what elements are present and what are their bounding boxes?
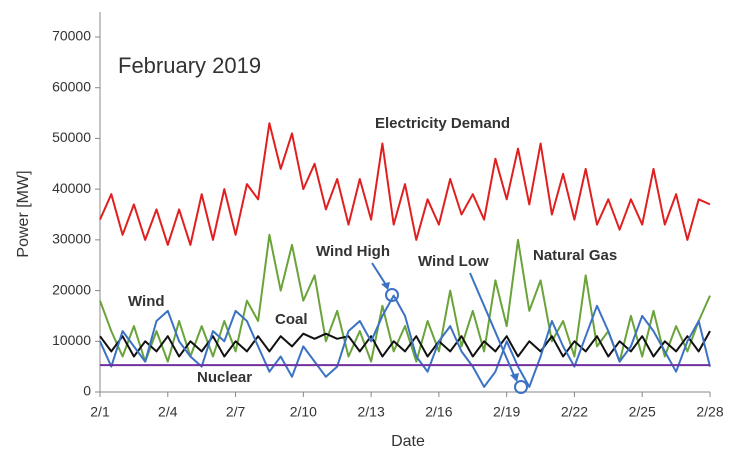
series-label: Nuclear [197,369,252,386]
x-tick-label: 2/4 [158,404,178,420]
x-tick-label: 2/13 [357,404,384,420]
annotation: February 2019 [118,53,261,78]
series-label: Wind [128,293,165,310]
series-label: Coal [275,311,308,328]
y-tick-label: 60000 [52,78,91,94]
y-tick-label: 70000 [52,28,91,44]
highlight-circle [385,288,399,302]
highlight-circle [514,380,528,394]
arrow-head [381,282,390,290]
arrow-head [510,373,519,382]
x-tick-label: 2/19 [493,404,520,420]
x-tick-label: 2/16 [425,404,452,420]
y-tick-label: 50000 [52,129,91,145]
series-line [99,330,711,358]
y-tick-label: 10000 [52,332,91,348]
annotation: Wind High [316,243,390,260]
x-tick-label: 2/22 [561,404,588,420]
x-tick-label: 2/28 [696,404,723,420]
x-axis-label: Date [391,433,425,450]
x-tick-label: 2/7 [226,404,246,420]
x-tick-label: 2/10 [290,404,317,420]
y-tick-label: 40000 [52,180,91,196]
y-axis-label: Power [MW] [15,170,32,257]
series-line [99,294,711,388]
y-tick-label: 30000 [52,231,91,247]
x-tick-label: 2/25 [629,404,656,420]
series-line [99,122,711,246]
series-label: Electricity Demand [375,115,510,132]
annotation: Wind Low [418,253,489,270]
y-tick-label: 0 [83,383,91,399]
series-label: Natural Gas [533,247,617,264]
x-tick-label: 2/1 [90,404,110,420]
arrow [469,272,517,381]
y-tick-label: 20000 [52,281,91,297]
